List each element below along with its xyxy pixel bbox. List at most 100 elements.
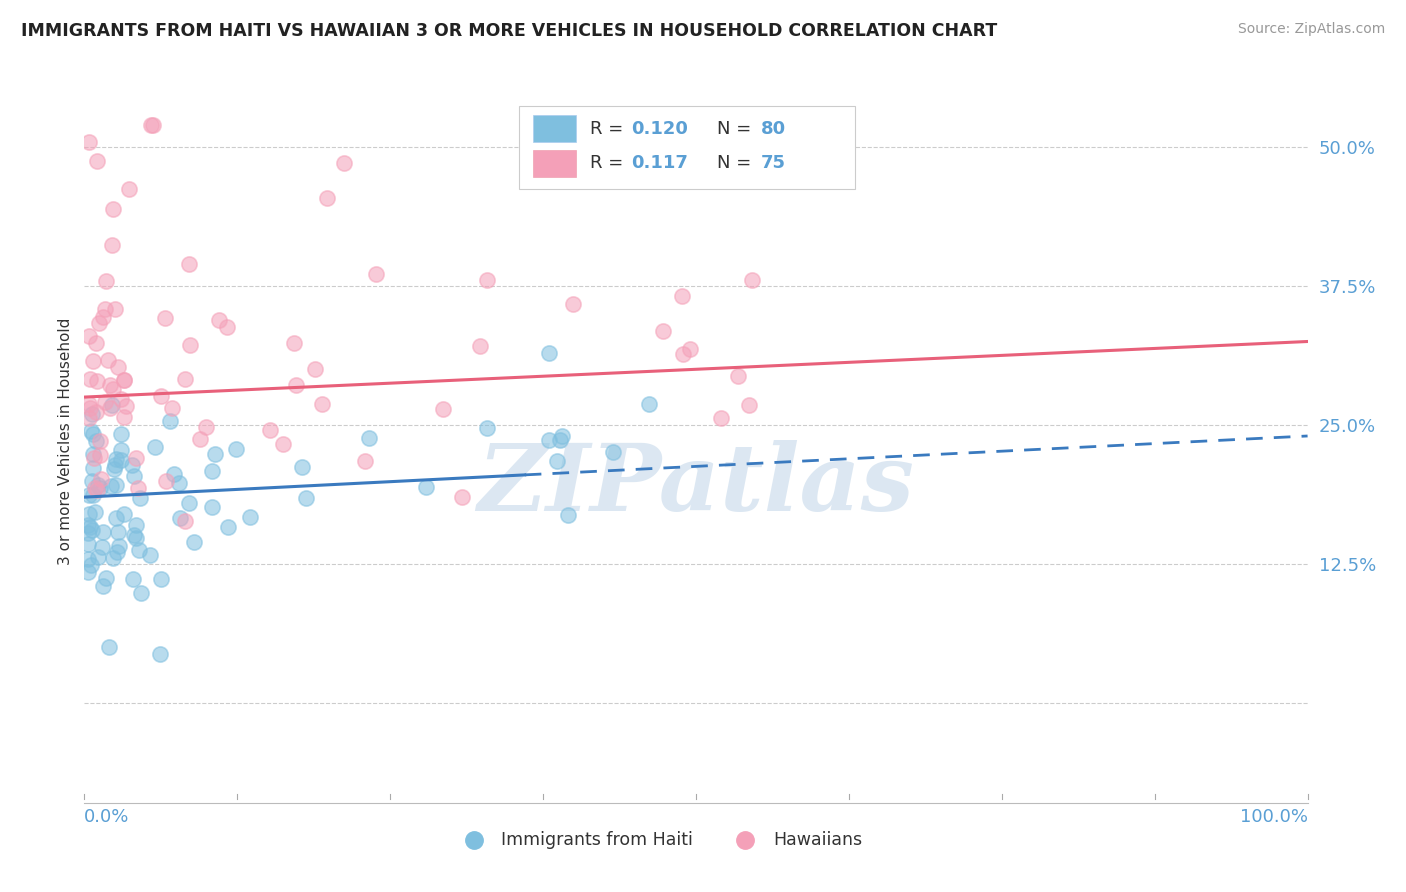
Point: [127, 481, 149, 495]
Point: [602, 444, 624, 458]
Point: [77, 411, 100, 425]
Point: [177, 496, 200, 510]
Point: [82, 461, 104, 475]
Point: [104, 458, 127, 473]
Point: [112, 373, 135, 387]
Point: [167, 475, 190, 490]
Point: [80, 474, 103, 488]
Point: [671, 289, 693, 303]
Point: [142, 118, 165, 132]
Point: [83, 450, 105, 465]
Point: [225, 442, 247, 456]
Point: [86, 374, 108, 388]
Point: [183, 535, 205, 549]
Point: [100, 479, 122, 493]
Point: [122, 527, 145, 541]
Point: [271, 437, 294, 451]
Point: [201, 500, 224, 514]
Point: [546, 453, 568, 467]
Point: [77, 525, 100, 540]
Point: [150, 572, 173, 586]
Point: [97, 353, 120, 368]
Legend: Immigrants from Haiti, Hawaiians: Immigrants from Haiti, Hawaiians: [450, 823, 869, 855]
Point: [475, 273, 498, 287]
Point: [77, 507, 100, 521]
Text: IMMIGRANTS FROM HAITI VS HAWAIIAN 3 OR MORE VEHICLES IN HOUSEHOLD CORRELATION CH: IMMIGRANTS FROM HAITI VS HAWAIIAN 3 OR M…: [21, 22, 997, 40]
Point: [77, 488, 100, 502]
Point: [218, 520, 240, 534]
Point: [122, 572, 145, 586]
Text: R =: R =: [589, 154, 628, 172]
Y-axis label: 3 or more Vehicles in Household: 3 or more Vehicles in Household: [58, 318, 73, 566]
Point: [475, 421, 498, 435]
Point: [112, 507, 135, 521]
Text: R =: R =: [589, 120, 628, 137]
Point: [204, 447, 226, 461]
Text: Source: ZipAtlas.com: Source: ZipAtlas.com: [1237, 22, 1385, 37]
Point: [741, 273, 763, 287]
Point: [537, 346, 560, 360]
Point: [139, 548, 162, 562]
Point: [110, 427, 132, 442]
Point: [291, 459, 314, 474]
Point: [84, 405, 107, 419]
Point: [89, 316, 111, 330]
Point: [91, 524, 114, 539]
Point: [173, 372, 195, 386]
Point: [125, 450, 148, 465]
Point: [112, 373, 135, 387]
Point: [470, 339, 492, 353]
Point: [125, 531, 148, 545]
Point: [121, 458, 143, 472]
Point: [96, 274, 118, 288]
Text: N =: N =: [717, 154, 756, 172]
Point: [550, 428, 572, 442]
Point: [90, 472, 112, 486]
Point: [562, 297, 585, 311]
Point: [129, 586, 152, 600]
Point: [82, 426, 104, 441]
Point: [79, 519, 101, 533]
Point: [94, 301, 117, 316]
FancyBboxPatch shape: [533, 115, 576, 143]
Point: [727, 369, 749, 384]
Point: [311, 397, 333, 411]
Point: [294, 491, 316, 505]
Point: [188, 432, 211, 446]
Point: [77, 329, 100, 343]
Point: [548, 433, 571, 447]
Point: [432, 401, 454, 416]
Point: [79, 372, 101, 386]
Point: [160, 401, 183, 415]
Point: [200, 465, 222, 479]
Point: [87, 550, 110, 565]
Point: [101, 382, 124, 396]
Point: [104, 477, 127, 491]
Text: ZIPatlas: ZIPatlas: [478, 440, 914, 530]
Point: [143, 440, 166, 454]
Point: [638, 397, 661, 411]
Point: [153, 311, 176, 326]
Point: [94, 395, 117, 409]
Point: [89, 434, 111, 449]
Point: [101, 398, 124, 412]
Point: [89, 448, 111, 462]
Point: [86, 153, 108, 168]
Point: [77, 397, 100, 411]
Point: [354, 454, 377, 468]
Point: [179, 337, 201, 351]
Point: [82, 408, 104, 422]
Point: [96, 571, 118, 585]
Point: [709, 411, 731, 425]
Text: 75: 75: [761, 154, 786, 172]
Point: [104, 451, 127, 466]
Point: [315, 192, 337, 206]
Point: [304, 361, 326, 376]
Point: [177, 257, 200, 271]
Point: [259, 423, 281, 437]
Point: [82, 354, 104, 368]
Point: [103, 462, 125, 476]
Point: [77, 551, 100, 566]
Point: [150, 389, 173, 403]
Point: [737, 398, 759, 412]
